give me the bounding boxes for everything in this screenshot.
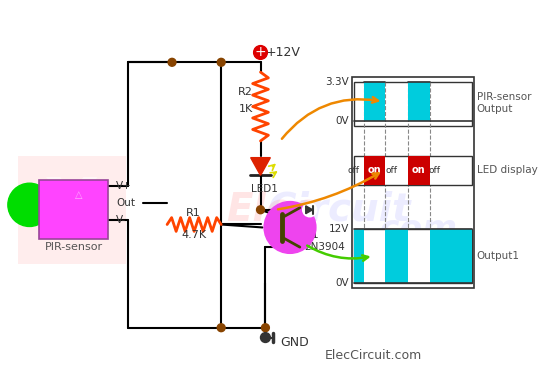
Text: Elec: Elec — [226, 191, 315, 229]
Text: off: off — [348, 166, 360, 175]
Text: 2N3904: 2N3904 — [304, 242, 344, 252]
Polygon shape — [251, 158, 271, 175]
Circle shape — [261, 333, 271, 343]
Text: 4.7K: 4.7K — [181, 230, 206, 240]
Text: 1K: 1K — [239, 104, 253, 115]
Circle shape — [168, 58, 176, 66]
Text: 0V: 0V — [336, 278, 349, 289]
FancyBboxPatch shape — [354, 156, 472, 185]
FancyBboxPatch shape — [364, 156, 386, 185]
Text: PIR-sensor: PIR-sensor — [45, 242, 103, 252]
Circle shape — [256, 206, 265, 214]
Text: V-: V- — [116, 215, 126, 224]
FancyBboxPatch shape — [39, 180, 108, 239]
Circle shape — [217, 324, 225, 332]
Text: Out: Out — [116, 198, 135, 208]
Text: Output1: Output1 — [477, 251, 520, 261]
Text: Output: Output — [477, 104, 513, 115]
Circle shape — [265, 202, 316, 253]
Text: +: + — [255, 45, 266, 59]
Circle shape — [261, 324, 270, 332]
Text: off: off — [385, 166, 397, 175]
Text: △: △ — [75, 190, 82, 200]
FancyBboxPatch shape — [364, 82, 386, 121]
Text: on: on — [368, 165, 381, 176]
Text: Q1: Q1 — [304, 230, 320, 240]
FancyBboxPatch shape — [354, 230, 472, 283]
Text: PIR-sensor: PIR-sensor — [477, 92, 531, 102]
Circle shape — [254, 46, 267, 59]
Text: LED1: LED1 — [251, 184, 278, 194]
Polygon shape — [306, 206, 312, 214]
Text: R1: R1 — [186, 208, 201, 218]
FancyBboxPatch shape — [408, 156, 430, 185]
FancyBboxPatch shape — [386, 230, 408, 283]
Text: V+: V+ — [116, 181, 132, 191]
Text: +12V: +12V — [266, 46, 300, 59]
Circle shape — [217, 58, 225, 66]
Circle shape — [8, 183, 51, 226]
Text: Circuit: Circuit — [267, 191, 411, 229]
FancyBboxPatch shape — [18, 156, 126, 264]
FancyBboxPatch shape — [354, 230, 364, 283]
Text: 0V: 0V — [336, 116, 349, 126]
Text: 12V: 12V — [328, 224, 349, 235]
Text: ElecCircuit.com: ElecCircuit.com — [325, 349, 422, 362]
Text: LED display: LED display — [477, 165, 537, 176]
Text: on: on — [412, 165, 426, 176]
FancyBboxPatch shape — [354, 82, 472, 126]
Circle shape — [303, 203, 317, 217]
FancyBboxPatch shape — [430, 230, 472, 283]
Text: R2: R2 — [238, 87, 253, 97]
Text: X: X — [44, 175, 100, 244]
Text: .com: .com — [368, 213, 458, 246]
Text: off: off — [428, 166, 441, 175]
Text: GND: GND — [280, 336, 309, 349]
FancyBboxPatch shape — [408, 82, 430, 121]
Text: 3.3V: 3.3V — [325, 77, 349, 87]
